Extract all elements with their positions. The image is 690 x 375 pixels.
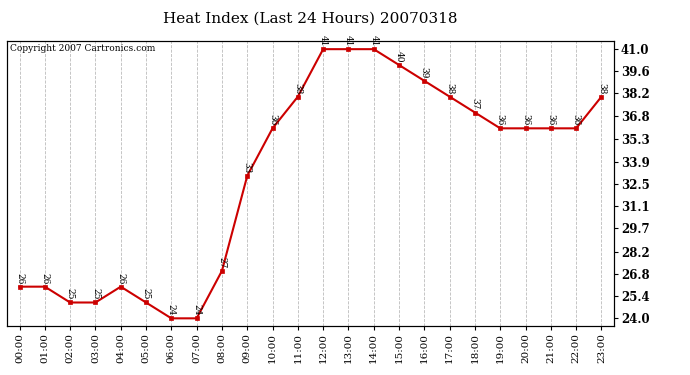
Text: 36: 36: [571, 114, 581, 126]
Text: 41: 41: [369, 35, 378, 46]
Text: 36: 36: [495, 114, 505, 126]
Text: Heat Index (Last 24 Hours) 20070318: Heat Index (Last 24 Hours) 20070318: [164, 11, 457, 25]
Text: 36: 36: [268, 114, 277, 126]
Text: 36: 36: [546, 114, 555, 126]
Text: 41: 41: [344, 35, 353, 46]
Text: 25: 25: [141, 288, 150, 300]
Text: 37: 37: [471, 98, 480, 110]
Text: 26: 26: [116, 273, 126, 284]
Text: 24: 24: [192, 304, 201, 315]
Text: 38: 38: [597, 82, 606, 94]
Text: 41: 41: [319, 35, 328, 46]
Text: 38: 38: [445, 82, 454, 94]
Text: 27: 27: [217, 256, 226, 268]
Text: 36: 36: [521, 114, 530, 126]
Text: 38: 38: [293, 82, 302, 94]
Text: 39: 39: [420, 67, 429, 78]
Text: 25: 25: [66, 288, 75, 300]
Text: Copyright 2007 Cartronics.com: Copyright 2007 Cartronics.com: [10, 44, 155, 53]
Text: 40: 40: [395, 51, 404, 62]
Text: 24: 24: [167, 304, 176, 315]
Text: 26: 26: [15, 273, 24, 284]
Text: 25: 25: [91, 288, 100, 300]
Text: 26: 26: [40, 273, 50, 284]
Text: 33: 33: [243, 162, 252, 173]
